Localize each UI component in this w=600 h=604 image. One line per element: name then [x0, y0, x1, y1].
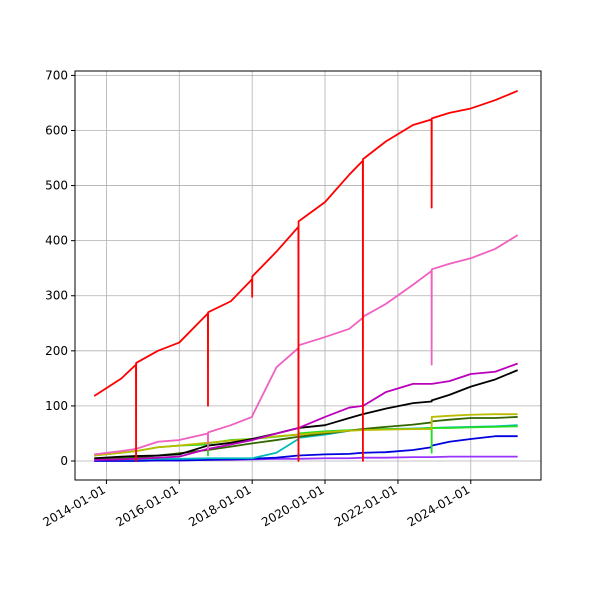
y-tick-label: 700	[45, 68, 68, 82]
y-tick-label: 300	[45, 289, 68, 303]
series-line	[93, 89, 519, 462]
y-tick-label: 200	[45, 344, 68, 358]
y-tick-label: 600	[45, 123, 68, 137]
plot-frame	[74, 70, 542, 481]
y-tick-label: 0	[60, 454, 68, 468]
y-tick-label: 100	[45, 399, 68, 413]
y-tick-label: 400	[45, 234, 68, 248]
y-tick-label: 500	[45, 179, 68, 193]
